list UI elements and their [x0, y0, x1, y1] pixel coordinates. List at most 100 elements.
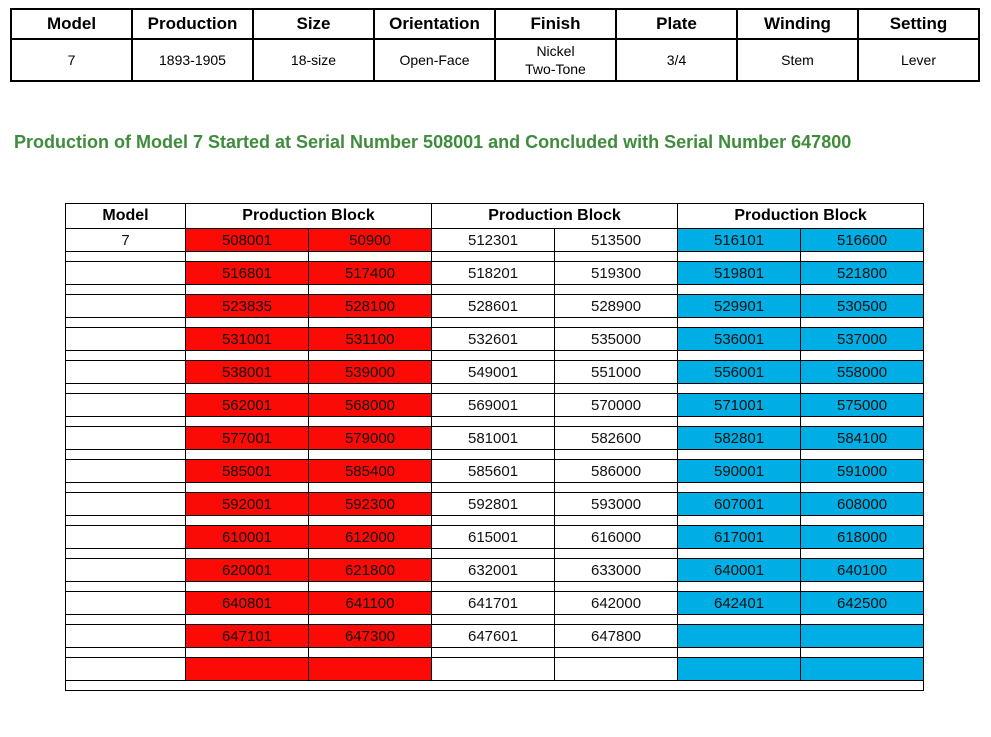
serial-blue-cell: 537000	[800, 327, 925, 351]
model-header-cell: Model	[65, 203, 186, 229]
serial-red-cell: 592300	[307, 492, 433, 516]
spacer-cell	[554, 350, 679, 361]
spacer-cell	[800, 482, 925, 493]
spacer-cell	[554, 317, 679, 328]
serial-row: 516801 517400 518201 519300 519801 521800	[65, 261, 925, 285]
spacer-cell	[677, 482, 802, 493]
spacer-cell	[431, 317, 556, 328]
serial-white-cell: 528900	[554, 294, 679, 318]
spacer-cell	[677, 614, 802, 625]
spacer-cell	[677, 515, 802, 526]
serial-red-cell: 568000	[307, 393, 433, 417]
serial-red-cell: 508001	[185, 228, 309, 252]
spacer-cell	[431, 416, 556, 427]
spacer-cell	[431, 614, 556, 625]
spacer-cell	[800, 416, 925, 427]
spacer-cell	[65, 449, 186, 460]
serial-blue-cell: 571001	[677, 393, 802, 417]
spacer-cell	[677, 350, 802, 361]
serial-row	[65, 657, 925, 681]
spacer-row	[65, 614, 925, 625]
serial-blue-cell: 591000	[800, 459, 925, 483]
serial-red-cell: 585400	[307, 459, 433, 483]
serial-red-cell: 50900	[307, 228, 433, 252]
spacer-cell	[307, 614, 433, 625]
model-cell	[65, 360, 186, 384]
serial-blue-cell: 530500	[800, 294, 925, 318]
spacer-cell	[554, 449, 679, 460]
spec-value-cell: 1893-1905	[131, 38, 254, 82]
serial-red-cell: 610001	[185, 525, 309, 549]
table-bottom-spacer-row	[64, 680, 925, 691]
spec-value-cell: Lever	[857, 38, 980, 82]
spacer-cell	[65, 383, 186, 394]
serial-white-cell: 512301	[431, 228, 556, 252]
spacer-cell	[554, 581, 679, 592]
serial-blue-cell: 607001	[677, 492, 802, 516]
spec-header-cell: Orientation	[373, 8, 496, 40]
serial-row: 577001 579000 581001 582600 582801 584100	[65, 426, 925, 450]
spacer-cell	[431, 350, 556, 361]
serial-white-cell: 581001	[431, 426, 556, 450]
spacer-cell	[431, 383, 556, 394]
serial-blue-cell: 558000	[800, 360, 925, 384]
serial-blue-cell: 584100	[800, 426, 925, 450]
spacer-cell	[800, 515, 925, 526]
model-cell	[65, 558, 186, 582]
serial-white-cell: 647601	[431, 624, 556, 648]
serial-row: 620001 621800 632001 633000 640001 640100	[65, 558, 925, 582]
spec-value-cell: 18-size	[252, 38, 375, 82]
model-cell	[65, 426, 186, 450]
spec-header-cell: Plate	[615, 8, 738, 40]
serial-blue-cell: 536001	[677, 327, 802, 351]
model-cell	[65, 327, 186, 351]
spacer-cell	[307, 317, 433, 328]
spec-header-cell: Size	[252, 8, 375, 40]
spacer-cell	[65, 614, 186, 625]
spacer-cell	[307, 482, 433, 493]
model-cell: 7	[65, 228, 186, 252]
spec-value-cell: Stem	[736, 38, 859, 82]
serial-white-cell: 518201	[431, 261, 556, 285]
serial-red-cell: 516801	[185, 261, 309, 285]
spacer-cell	[800, 350, 925, 361]
serial-blue-cell: 640100	[800, 558, 925, 582]
spacer-cell	[307, 350, 433, 361]
serial-white-cell: 551000	[554, 360, 679, 384]
serial-red-cell: 528100	[307, 294, 433, 318]
serial-white-cell: 642000	[554, 591, 679, 615]
serial-red-cell: 579000	[307, 426, 433, 450]
serial-blue-cell	[800, 624, 925, 648]
spacer-cell	[185, 284, 309, 295]
serial-red-cell: 523835	[185, 294, 309, 318]
spacer-row	[65, 383, 925, 394]
spacer-cell	[677, 317, 802, 328]
model-cell	[65, 393, 186, 417]
serial-red-cell: 621800	[307, 558, 433, 582]
serial-white-cell	[554, 657, 679, 681]
serial-white-cell: 616000	[554, 525, 679, 549]
serial-red-cell: 577001	[185, 426, 309, 450]
spacer-cell	[677, 581, 802, 592]
spacer-cell	[185, 383, 309, 394]
serial-white-cell: 592801	[431, 492, 556, 516]
serial-row: 531001 531100 532601 535000 536001 537000	[65, 327, 925, 351]
serial-blue-cell: 640001	[677, 558, 802, 582]
serial-row: 585001 585400 585601 586000 590001 591000	[65, 459, 925, 483]
spacer-cell	[185, 317, 309, 328]
serial-red-cell: 612000	[307, 525, 433, 549]
serial-header-row: Model Production Block Production Block Pro…	[65, 203, 925, 229]
spacer-cell	[64, 680, 925, 691]
serial-row: 562001 568000 569001 570000 571001 575000	[65, 393, 925, 417]
spacer-cell	[65, 251, 186, 262]
spacer-cell	[554, 383, 679, 394]
serial-red-cell: 641100	[307, 591, 433, 615]
spacer-cell	[185, 482, 309, 493]
spacer-cell	[307, 548, 433, 559]
serial-row: 640801 641100 641701 642000 642401 642500	[65, 591, 925, 615]
model-cell	[65, 459, 186, 483]
serial-red-cell: 640801	[185, 591, 309, 615]
serial-white-cell: 519300	[554, 261, 679, 285]
spacer-cell	[677, 647, 802, 658]
spacer-cell	[554, 548, 679, 559]
